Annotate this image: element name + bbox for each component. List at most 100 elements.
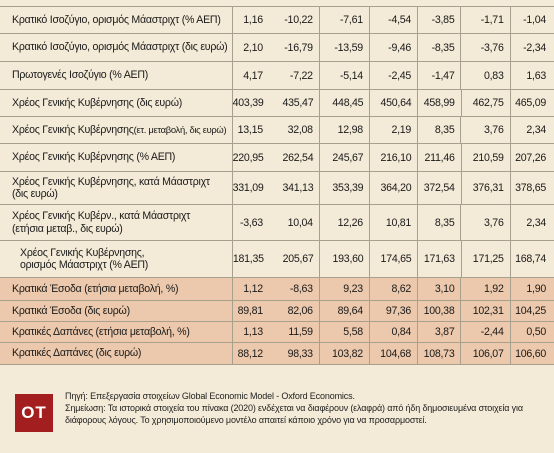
table-cell: 376,31	[462, 172, 511, 204]
table-cell: -10,22	[266, 7, 320, 33]
note-text: Σημείωση: Τα ιστορικά στοιχεία του πίνακ…	[65, 403, 523, 425]
table-cell: 450,64	[370, 90, 419, 116]
table-cell: 168,74	[515, 253, 546, 265]
table-row: Χρέος Γενικής Κυβέρν., κατά Μάαστριχτ (ε…	[0, 205, 554, 241]
table-cell: 171,25	[462, 241, 511, 277]
table-cell: -3,76	[461, 34, 511, 61]
table-row: Κρατικές Δαπάνες (ετήσια μεταβολή, %) 1,1…	[0, 322, 554, 343]
table-cell: -1,71	[461, 7, 511, 33]
table-cell: 10,04	[266, 205, 320, 240]
row-label: Κρατικά Έσοδα (δις ευρώ)	[0, 301, 234, 321]
ot-logo: OT	[15, 394, 53, 432]
table-cell: 1,90	[526, 283, 547, 295]
row-label-text: Κρατικό Ισοζύγιο, ορισμός Μάαστριχτ (% Α…	[12, 13, 221, 26]
table-cell: 9,23	[320, 278, 370, 300]
source-text: Πηγή: Επεξεργασία στοιχείων Global Econo…	[65, 391, 355, 401]
table-cell: 2,10	[243, 41, 263, 54]
row-label-text: Χρέος Γενικής Κυβέρνησης (% ΑΕΠ)	[12, 151, 176, 164]
table-row: Κρατικές Δαπάνες (δις ευρώ) 88,12 98,33 103…	[0, 343, 554, 365]
table-cell: 1,13	[243, 326, 263, 338]
table-cell: 262,54	[267, 144, 321, 171]
table-cell: 0,50	[526, 326, 547, 338]
row-label: Χρέος Γενικής Κυβέρνησης (δις ευρώ)	[0, 90, 233, 116]
table-cell: 245,67	[320, 144, 371, 171]
row-label-text: Χρέος Γενικής Κυβέρνησης, ορισμός Μάαστρ…	[20, 246, 149, 272]
table-cell: 1,63	[526, 69, 547, 82]
table-row: Κρατικά Έσοδα (δις ευρώ) 89,81 82,06 89,64 9…	[0, 301, 554, 322]
row-label-note: (ετ. μεταβολή, δις ευρώ)	[133, 123, 227, 135]
table-cell: -7,22	[266, 62, 320, 89]
table-cell: 364,20	[370, 172, 419, 204]
row-label: Κρατικό Ισοζύγιο, ορισμός Μάαστριχτ (δις…	[0, 34, 234, 61]
table-cell: 10,81	[370, 205, 419, 240]
table-cell: 2,19	[370, 117, 419, 143]
row-label-text: Χρέος Γενικής Κυβέρνησης, κατά Μάαστριχτ…	[12, 175, 210, 201]
row-label: Πρωτογενές Ισοζύγιο (% ΑΕΠ)	[0, 62, 234, 89]
table-cell: -13,59	[320, 34, 370, 61]
table-cell: 211,46	[418, 144, 462, 171]
table-cell: 3,76	[461, 205, 511, 240]
row-label: Χρέος Γενικής Κυβέρν., κατά Μάαστριχτ (ε…	[0, 205, 234, 240]
table-row: Κρατικά Έσοδα (ετήσια μεταβολή, %) 1,12 -8…	[0, 278, 554, 301]
table-cell: -3,63	[240, 216, 263, 229]
table-row: Χρέος Γενικής Κυβέρνησης, κατά Μάαστριχτ…	[0, 172, 554, 205]
table-cell: 0,83	[461, 62, 511, 89]
table-cell: -1,47	[418, 62, 462, 89]
table-cell: 98,33	[266, 343, 320, 364]
table-cell: 378,65	[515, 182, 546, 194]
table-row: Χρέος Γενικής Κυβέρνησης, ορισμός Μάαστρ…	[0, 241, 554, 278]
table-cell: 220,95	[232, 151, 264, 164]
table-cell: -2,45	[370, 62, 419, 89]
table-cell: 102,31	[461, 301, 511, 321]
row-label-text: Χρέος Γενικής Κυβέρνησης (δις ευρώ)	[12, 96, 182, 109]
row-label-text: Κρατικές Δαπάνες (δις ευρώ)	[12, 347, 142, 360]
table-row: Χρέος Γενικής Κυβέρνησης (% ΑΕΠ) 220,95 26…	[0, 144, 554, 172]
table-cell: 171,63	[418, 241, 462, 277]
table-cell: 465,09	[515, 97, 546, 109]
table-cell: -1,04	[523, 14, 547, 26]
table-cell: 97,36	[370, 301, 419, 321]
table-cell: 3,76	[461, 117, 511, 143]
table-cell: 82,06	[266, 301, 320, 321]
row-label-text: Κρατικό Ισοζύγιο, ορισμός Μάαστριχτ (δις…	[12, 41, 228, 54]
table-cell: 216,10	[370, 144, 419, 171]
table-cell: 0,84	[370, 322, 419, 342]
table-cell: 193,60	[320, 241, 371, 277]
row-label: Χρέος Γενικής Κυβέρνησης, ορισμός Μάαστρ…	[0, 241, 233, 277]
table-cell: 462,75	[462, 90, 511, 116]
table-cell: -8,63	[266, 278, 320, 300]
table-cell: 106,60	[515, 347, 547, 360]
table-row: Κρατικό Ισοζύγιο, ορισμός Μάαστριχτ (% Α…	[0, 6, 554, 34]
table-cell: 12,98	[320, 117, 370, 143]
table-cell: 5,58	[320, 322, 370, 342]
table-cell: 8,35	[418, 117, 462, 143]
table-cell: 108,73	[418, 343, 462, 364]
row-label-text: Κρατικά Έσοδα (ετήσια μεταβολή, %)	[12, 282, 179, 295]
table-cell: 8,35	[418, 205, 462, 240]
row-label-text: Κρατικά Έσοδα (δις ευρώ)	[12, 304, 130, 317]
table-cell: 103,82	[320, 343, 370, 364]
table-cell: 1,12	[243, 283, 263, 295]
table-cell: -9,46	[370, 34, 419, 61]
table-cell: 2,34	[526, 124, 547, 136]
row-label: Χρέος Γενικής Κυβέρνησης (% ΑΕΠ)	[0, 144, 233, 171]
table-row: Πρωτογενές Ισοζύγιο (% ΑΕΠ) 4,17 -7,22 -5,1…	[0, 62, 554, 90]
table-cell: 372,54	[418, 172, 462, 204]
row-label-text: Χρέος Γενικής Κυβέρνησης	[12, 123, 134, 136]
table-cell: 3,87	[418, 322, 462, 342]
table-cell: 458,99	[418, 90, 462, 116]
table-cell: 12,26	[320, 205, 370, 240]
table-cell: -2,34	[523, 41, 547, 54]
table-cell: 210,59	[462, 144, 511, 171]
table-cell: -2,44	[461, 322, 511, 342]
row-label: Κρατικά Έσοδα (ετήσια μεταβολή, %)	[0, 278, 234, 300]
table-cell: 89,64	[320, 301, 370, 321]
table-cell: 403,39	[232, 97, 264, 109]
table-cell: -8,35	[418, 34, 462, 61]
table-cell: -7,61	[320, 7, 370, 33]
table-cell: 100,38	[418, 301, 462, 321]
table-cell: 4,17	[243, 69, 263, 82]
table-cell: 1,16	[243, 14, 263, 26]
table-cell: 181,35	[232, 253, 264, 265]
table-cell: 32,08	[266, 117, 320, 143]
